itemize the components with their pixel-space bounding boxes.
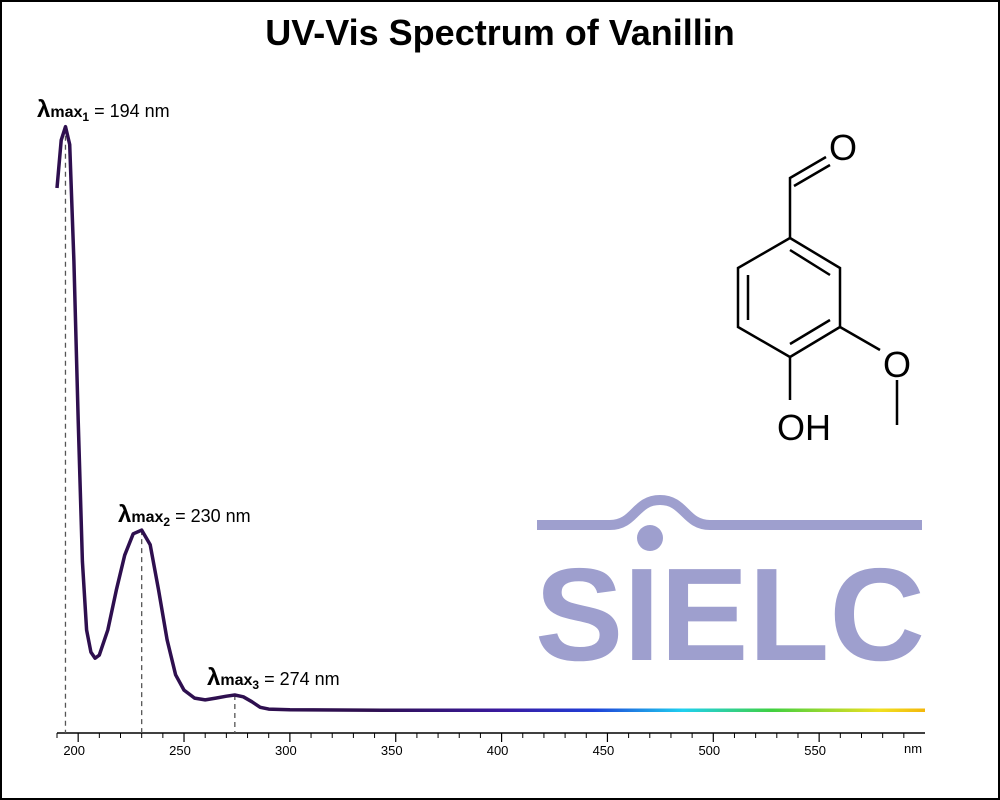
lambda-sub: max (131, 509, 163, 526)
logo-dot (637, 525, 663, 551)
lambda: λ (207, 664, 220, 691)
x-tick-label: 300 (275, 743, 297, 758)
x-tick-label: 450 (593, 743, 615, 758)
peak-label: λmax3 = 274 nm (207, 664, 340, 692)
logo: SIELC (535, 541, 925, 688)
x-tick-label: 550 (804, 743, 826, 758)
lambda-index: 1 (82, 110, 89, 124)
peak-value: = 274 nm (264, 669, 340, 689)
lambda-index: 2 (163, 515, 170, 529)
molecule (736, 155, 899, 425)
spectrum-line (55, 124, 925, 713)
x-tick-label: 350 (381, 743, 403, 758)
peak-value: = 194 nm (94, 101, 170, 121)
x-tick-label: 400 (487, 743, 509, 758)
x-tick-label: 250 (169, 743, 191, 758)
peak-label: λmax1 = 194 nm (37, 96, 170, 124)
x-tick-label: 200 (63, 743, 85, 758)
chart-title: UV-Vis Spectrum of Vanillin (265, 12, 734, 53)
x-tick-label: 500 (698, 743, 720, 758)
atom-label: O (883, 344, 911, 385)
lambda: λ (118, 501, 131, 528)
lambda-sub: max (220, 672, 252, 689)
logo-wave (537, 494, 922, 530)
atom-label: O (829, 127, 857, 168)
lambda-index: 3 (252, 678, 259, 692)
peak-label: λmax2 = 230 nm (118, 501, 251, 529)
atom-label: OH (777, 407, 831, 448)
lambda-sub: max (50, 104, 82, 121)
x-axis-label: nm (904, 741, 922, 756)
peak-value: = 230 nm (175, 506, 251, 526)
lambda: λ (37, 96, 50, 123)
